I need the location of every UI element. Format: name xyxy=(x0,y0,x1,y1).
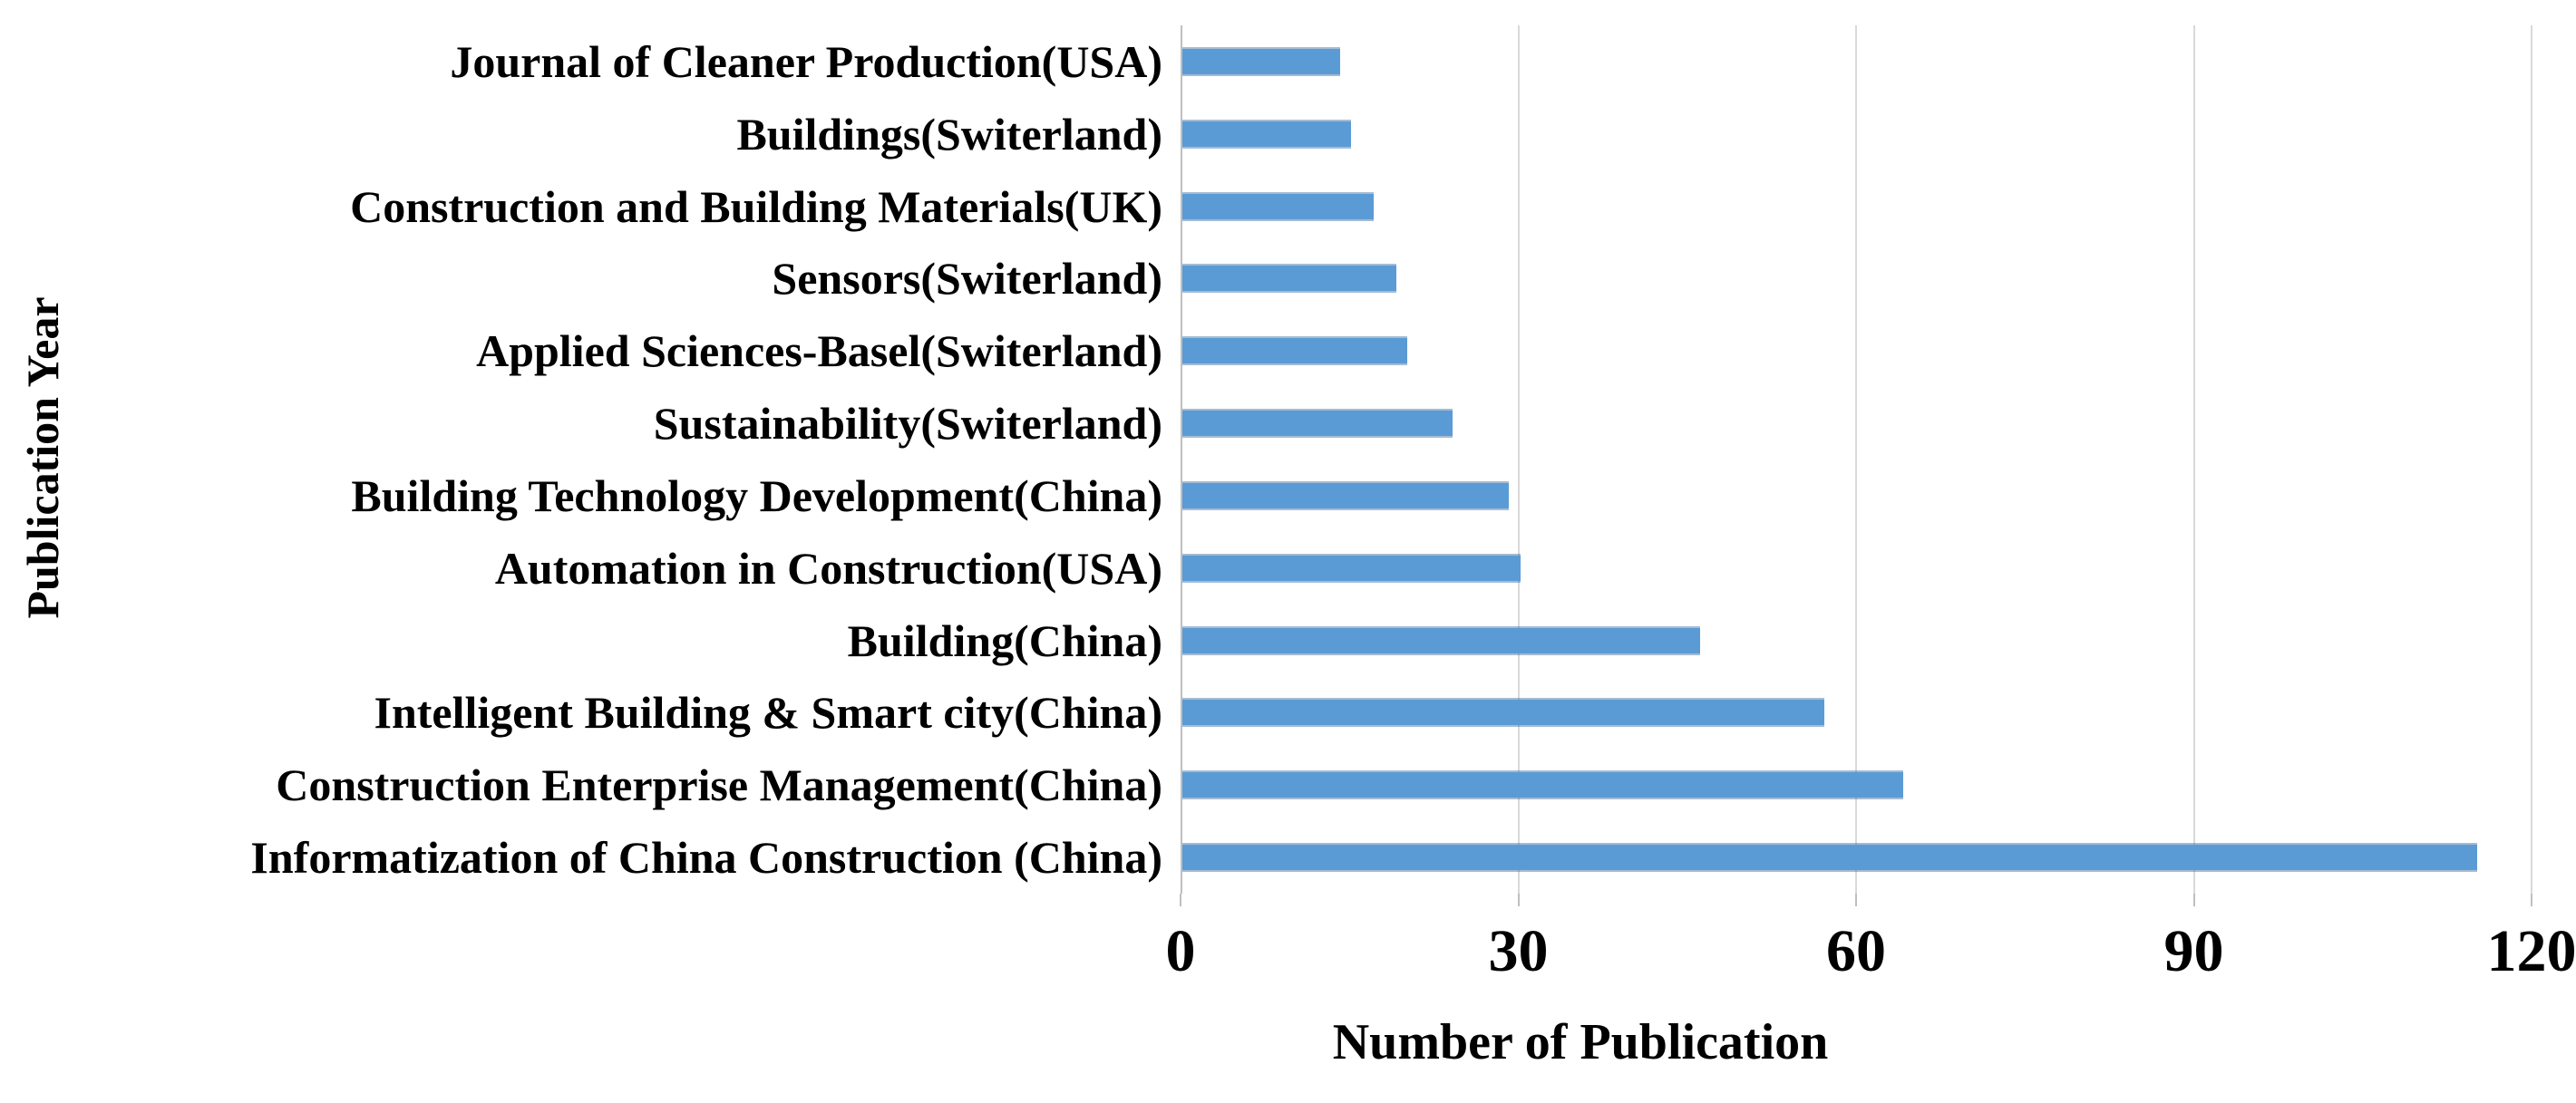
gridline xyxy=(1855,25,1857,894)
plot-area xyxy=(1180,25,2533,906)
x-tick-mark xyxy=(1517,894,1520,906)
gridline xyxy=(2531,25,2532,894)
x-axis-title: Number of Publication xyxy=(1332,1014,1829,1070)
category-label: Intelligent Building & Smart city(China) xyxy=(374,687,1162,739)
bar xyxy=(1182,482,1510,508)
bar xyxy=(1182,48,1340,74)
category-label: Construction and Building Materials(UK) xyxy=(350,180,1162,232)
bar xyxy=(1182,845,2477,871)
x-tick-mark xyxy=(1855,894,1857,906)
category-label: Sustainability(Switerland) xyxy=(653,398,1162,450)
bar xyxy=(1182,266,1396,292)
category-label: Buildings(Switerland) xyxy=(736,108,1162,160)
bar xyxy=(1182,627,1701,653)
x-tick-mark xyxy=(1180,894,1181,906)
category-label: Sensors(Switerland) xyxy=(772,253,1162,305)
x-tick-label: 90 xyxy=(2163,918,2224,984)
x-tick-label: 0 xyxy=(1165,918,1196,984)
bar xyxy=(1182,411,1453,437)
gridline xyxy=(2192,25,2195,894)
category-label: Informatization of China Construction (C… xyxy=(250,832,1162,884)
category-label: Applied Sciences-Basel(Switerland) xyxy=(476,325,1162,377)
category-label: Building(China) xyxy=(847,614,1162,666)
x-tick-label: 120 xyxy=(2486,918,2576,984)
bar xyxy=(1182,772,1903,798)
category-label: Journal of Cleaner Production(USA) xyxy=(450,35,1162,87)
x-tick-label: 30 xyxy=(1488,918,1549,984)
x-tick-mark xyxy=(2192,894,2195,906)
x-tick-mark xyxy=(2531,894,2532,906)
category-label: Automation in Construction(USA) xyxy=(494,542,1162,594)
bar xyxy=(1182,338,1408,364)
x-tick-label: 60 xyxy=(1826,918,1886,984)
bar xyxy=(1182,193,1375,219)
category-label: Construction Enterprise Management(China… xyxy=(276,760,1162,811)
bar xyxy=(1182,555,1521,581)
y-axis-line xyxy=(1181,25,1182,894)
bar xyxy=(1182,700,1824,726)
gridline xyxy=(1517,25,1520,894)
bar xyxy=(1182,121,1352,147)
category-label: Building Technology Development(China) xyxy=(351,469,1162,521)
